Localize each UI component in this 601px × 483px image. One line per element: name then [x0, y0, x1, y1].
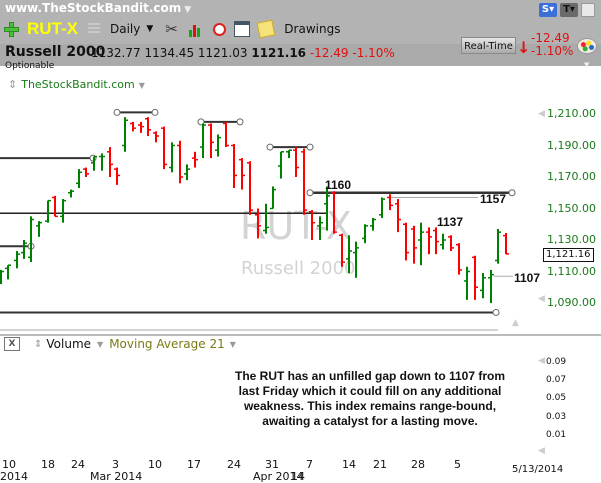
palette-icon[interactable]: [577, 38, 597, 54]
watermark-name: Russell 2000: [241, 258, 356, 279]
y-tick-label: 1,090.00: [547, 296, 596, 309]
x-tick-label: 3: [112, 458, 119, 471]
volume-tick: 0.05: [546, 393, 567, 403]
line-handle: [236, 118, 244, 126]
chevron-down-icon[interactable]: ▼: [229, 339, 236, 349]
y-tick-label: 1,170.00: [547, 170, 596, 183]
level-label-1107: 1107: [514, 271, 541, 285]
chevron-down-icon[interactable]: ▼: [97, 339, 104, 349]
x-tick-label: 28: [411, 458, 425, 471]
level-label-1137: 1137: [437, 215, 464, 229]
line-handle: [197, 118, 205, 126]
drawings-menu[interactable]: Drawings: [284, 22, 341, 36]
y-tick-label: 1,190.00: [547, 138, 596, 152]
line-handle: [508, 189, 516, 197]
add-symbol-icon[interactable]: [4, 21, 19, 37]
chevron-down-icon[interactable]: ▼: [146, 24, 154, 34]
change-pct-value: -1.10%: [352, 46, 395, 60]
x-tick-label: 18: [41, 458, 55, 471]
open-value: 1132.77: [91, 46, 141, 60]
optionable-label: Optionable: [5, 61, 55, 71]
x-tick-label: 24: [71, 458, 85, 471]
alarm-clock-icon[interactable]: [213, 22, 227, 36]
site-title[interactable]: www.TheStockBandit.com ▼: [5, 1, 191, 15]
calendar-add-icon[interactable]: [234, 21, 251, 37]
moving-average-label[interactable]: Moving Average 21: [109, 337, 225, 351]
change-value: -12.49: [309, 46, 349, 60]
low-value: 1121.03: [197, 46, 248, 60]
y-tick-label: 1,130.00: [547, 233, 596, 246]
x-tick-label: 17: [187, 458, 201, 471]
x-tick-label: 7: [306, 458, 313, 471]
instrument-name: Russell 2000: [5, 44, 106, 60]
x-month-label: Apr 2014: [253, 470, 304, 483]
symbol-input[interactable]: RUT-X: [27, 19, 78, 38]
x-month-label: 2014: [0, 470, 28, 483]
top-right-controls: S▾ T▾: [539, 3, 595, 17]
volume-tick: 0.09: [546, 357, 567, 367]
scroll-left-icon[interactable]: ◀: [538, 294, 545, 304]
volume-label[interactable]: Volume: [46, 337, 92, 351]
list-icon[interactable]: [88, 23, 100, 35]
rt-change-pct: -1.10%: [531, 44, 574, 58]
line-handle: [113, 108, 121, 116]
annotation-text: The RUT has an unfilled gap down to 1107…: [234, 369, 506, 428]
volume-tick: 0.07: [546, 375, 567, 385]
x-tick-label: 21: [373, 458, 387, 471]
overlay-menu[interactable]: ⇕ TheStockBandit.com ▼: [8, 78, 145, 91]
period-select[interactable]: Daily: [110, 22, 141, 36]
realtime-change: -12.49 -1.10%: [531, 32, 573, 58]
x-tick-label: 24: [227, 458, 241, 471]
quote-values: 1132.77 1134.45 1121.03 1121.16 -12.49 -…: [91, 46, 395, 60]
x-tick-label: 10: [148, 458, 162, 471]
chevron-down-icon[interactable]: ▼: [584, 61, 590, 69]
current-price-label: 1,121.16: [543, 248, 594, 262]
volume-tick: 0.01: [546, 430, 567, 440]
drag-handle-icon[interactable]: ⇕: [34, 338, 43, 350]
volume-pane-header: X ⇕ Volume ▼ Moving Average 21 ▼: [0, 335, 601, 353]
x-month-label: Mar 2014: [90, 470, 143, 483]
toolbar: RUT-X Daily ▼ ✂ Drawings: [4, 19, 340, 39]
x-tick-label: 5: [454, 458, 461, 471]
scroll-left-icon[interactable]: ◀: [538, 356, 545, 366]
line-handle: [492, 308, 500, 316]
last-value: 1121.16: [251, 46, 307, 60]
line-handle: [306, 189, 314, 197]
quote-row: [0, 44, 601, 66]
t-menu-button[interactable]: T▾: [560, 3, 578, 17]
indicators-icon[interactable]: [189, 21, 205, 37]
realtime-button[interactable]: Real-Time: [461, 37, 516, 54]
chevron-down-icon[interactable]: ▼: [138, 81, 145, 90]
scroll-up-icon[interactable]: ▲: [512, 318, 519, 328]
x-month-label: 14: [291, 470, 305, 483]
line-handle: [151, 108, 159, 116]
volume-tick: 0.03: [546, 412, 567, 422]
y-tick-label: 1,110.00: [547, 264, 596, 278]
tools-icon[interactable]: ✂: [165, 20, 178, 38]
level-label-1160: 1160: [325, 178, 352, 192]
line-handle: [266, 143, 274, 151]
close-pane-button[interactable]: X: [4, 337, 20, 351]
overlay-label: TheStockBandit.com: [21, 78, 135, 91]
x-tick-label: 31: [265, 458, 279, 471]
s-menu-button[interactable]: S▾: [539, 3, 557, 17]
level-label-1157: 1157: [480, 192, 507, 206]
down-arrow-icon: ↓: [517, 38, 531, 57]
scroll-left-icon[interactable]: ◀: [538, 446, 545, 456]
note-icon[interactable]: [256, 19, 276, 39]
y-tick-label: 1,150.00: [547, 201, 596, 215]
x-tick-label: 14: [342, 458, 356, 471]
x-tick-label: 10: [2, 458, 16, 471]
current-date-label: 5/13/2014: [512, 464, 564, 475]
site-label: www.TheStockBandit.com: [5, 1, 182, 15]
price-chart[interactable]: [0, 66, 601, 458]
rt-change: -12.49: [531, 31, 570, 45]
save-icon[interactable]: [581, 3, 595, 17]
chevron-down-icon: ▼: [184, 5, 192, 15]
scroll-left-icon[interactable]: ◀: [538, 109, 545, 119]
y-tick-label: 1,210.00: [547, 107, 596, 120]
high-value: 1134.45: [144, 46, 195, 60]
line-handle: [306, 143, 314, 151]
drag-handle-icon[interactable]: ⇕: [8, 78, 18, 91]
